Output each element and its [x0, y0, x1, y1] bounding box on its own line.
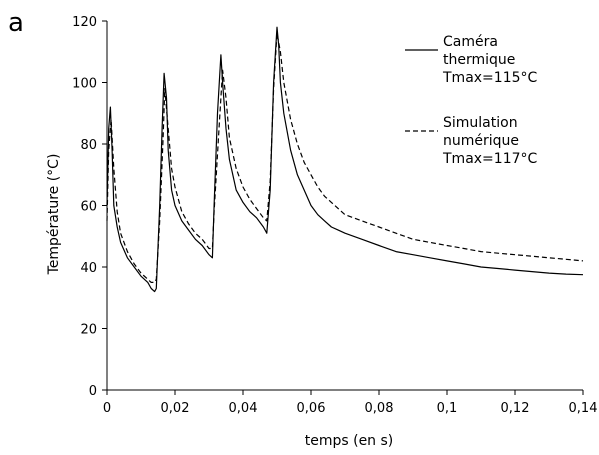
y-tick-label: 40 — [80, 261, 97, 276]
series-line-1 — [106, 26, 584, 293]
legend-entry-1-line-1: Caméra — [443, 34, 498, 50]
y-tick-label: 120 — [72, 15, 97, 30]
y-tick-label: 80 — [80, 138, 97, 153]
x-tick-label: 0,1 — [437, 401, 458, 416]
y-tick-label: 60 — [80, 200, 97, 215]
series-line-2 — [106, 32, 584, 283]
x-tick-label: 0,04 — [229, 401, 258, 416]
x-tick-label: 0,12 — [501, 401, 530, 416]
series-layer — [106, 26, 584, 293]
y-axis-ticks: 0 20 40 60 80 100 120 — [72, 15, 107, 399]
legend-entry-2-line-2: numérique — [443, 133, 519, 149]
panel-label: a — [8, 8, 24, 38]
y-tick-label: 20 — [80, 323, 97, 338]
legend-entry-2-line-3: Tmax=117°C — [442, 151, 538, 167]
x-tick-label: 0,02 — [161, 401, 190, 416]
x-axis-label: temps (en s) — [305, 433, 394, 449]
x-tick-label: 0,08 — [365, 401, 394, 416]
legend-entry-1-line-2: thermique — [443, 52, 515, 68]
x-axis-ticks: 0 0,02 0,04 0,06 0,08 0,1 0,12 0,14 — [103, 390, 598, 416]
legend: Caméra thermique Tmax=115°C Simulation numér… — [405, 34, 538, 167]
x-tick-label: 0,14 — [569, 401, 598, 416]
y-tick-label: 0 — [89, 384, 97, 399]
legend-entry-2-line-1: Simulation — [443, 115, 518, 131]
y-tick-label: 100 — [72, 77, 97, 92]
legend-entry-1-line-3: Tmax=115°C — [442, 70, 538, 86]
x-tick-label: 0 — [103, 401, 111, 416]
y-axis-label: Température (°C) — [46, 154, 62, 276]
x-tick-label: 0,06 — [297, 401, 326, 416]
